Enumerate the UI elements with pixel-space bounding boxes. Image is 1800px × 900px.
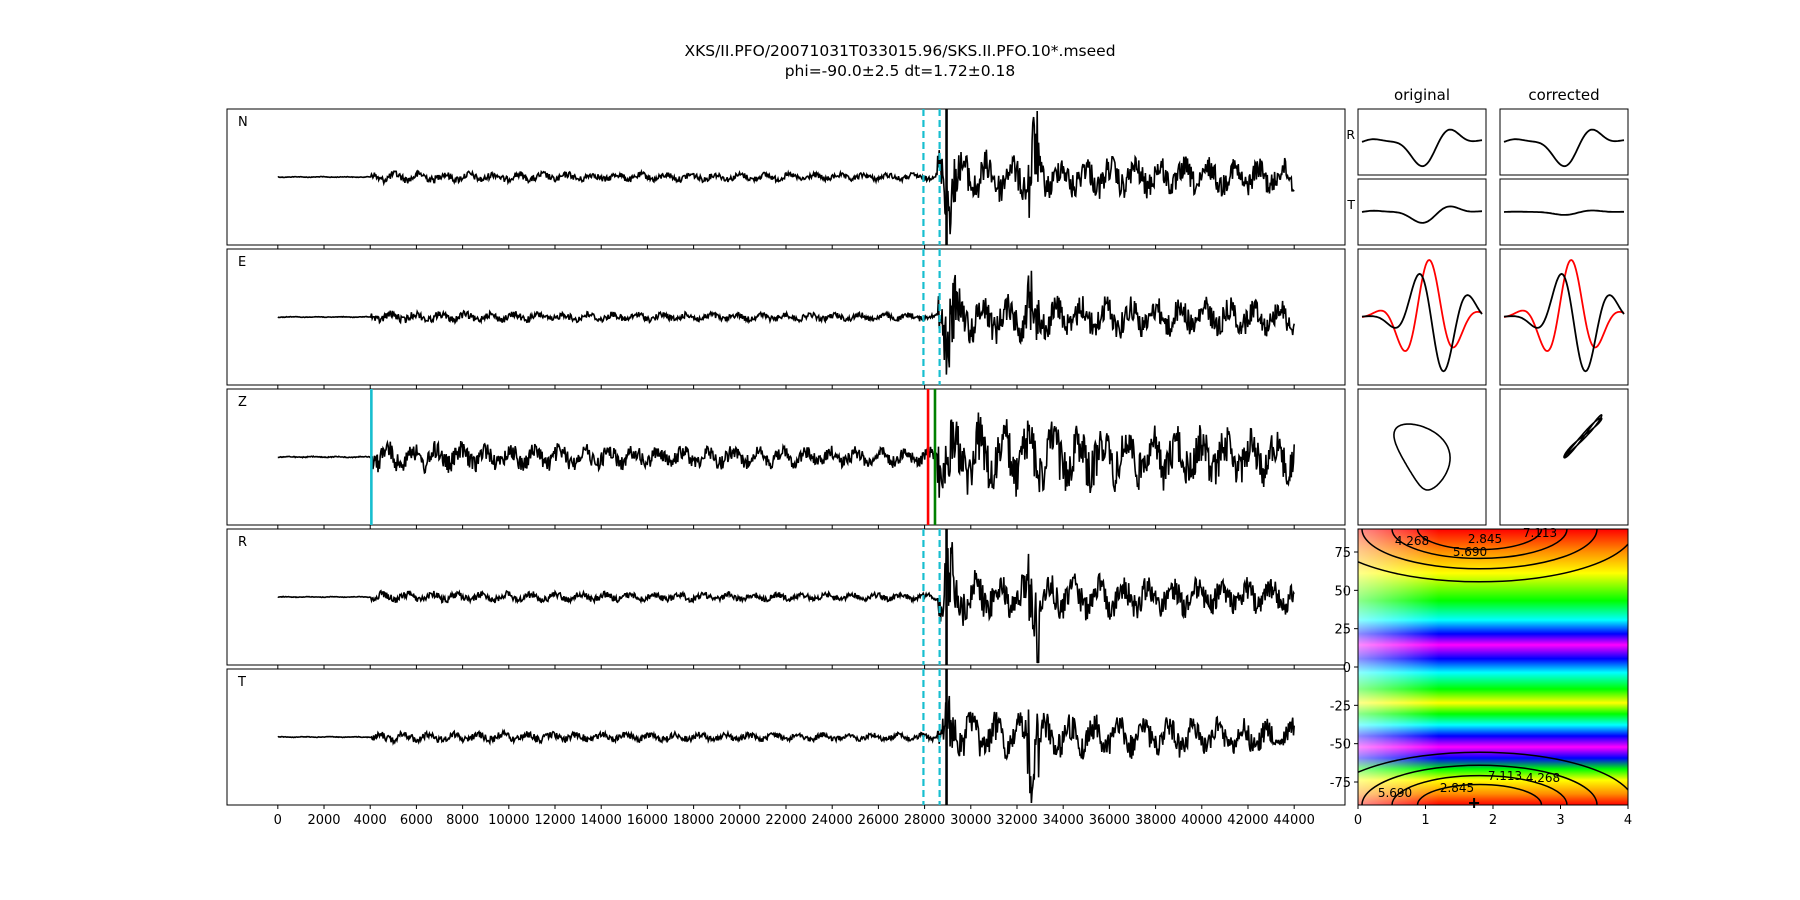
x-tick-label: 36000 xyxy=(1089,813,1130,828)
x-tick-label: 42000 xyxy=(1227,813,1268,828)
particle-panel-corrected-0 xyxy=(1499,108,1629,176)
contour-label: 2.845 xyxy=(1440,781,1474,795)
y-tick-label: -75 xyxy=(1330,776,1351,791)
contour-label: 4.268 xyxy=(1526,771,1560,785)
slow-trace xyxy=(1361,272,1483,373)
panel-label: Z xyxy=(238,395,247,410)
panel-frame xyxy=(1357,178,1487,246)
trace-line xyxy=(277,270,1295,375)
x-tick-label: 8000 xyxy=(446,813,479,828)
x-tick-label: 3 xyxy=(1556,813,1564,828)
x-tick-label: 4000 xyxy=(354,813,387,828)
waveform-panel-r: R xyxy=(226,528,1346,669)
slow-trace xyxy=(1503,272,1625,373)
contour-line xyxy=(1358,542,1628,583)
x-tick-label: 24000 xyxy=(812,813,853,828)
y-tick-label: -50 xyxy=(1330,738,1351,753)
column-title-original: original xyxy=(1394,86,1450,104)
particle-motion-path xyxy=(1563,414,1603,459)
panel-label: E xyxy=(238,255,246,270)
column-title-corrected: corrected xyxy=(1528,86,1599,104)
panel-label: R xyxy=(238,535,247,550)
component-trace xyxy=(1503,128,1625,168)
contour-label: 4.268 xyxy=(1395,534,1429,548)
figure-title: XKS/II.PFO/20071031T033015.96/SKS.II.PFO… xyxy=(684,42,1116,60)
x-tick-label: 16000 xyxy=(627,813,668,828)
y-tick-label: 0 xyxy=(1343,661,1351,676)
row-label-t: T xyxy=(1346,197,1355,212)
contour-label: 5.690 xyxy=(1378,786,1412,800)
trace-line xyxy=(277,412,1295,498)
panel-frame xyxy=(1499,108,1629,176)
contour-label: 7.113 xyxy=(1523,526,1557,540)
y-tick-label: 25 xyxy=(1334,623,1351,638)
x-tick-label: 20000 xyxy=(719,813,760,828)
figure-subtitle: phi=-90.0±2.5 dt=1.72±0.18 xyxy=(784,62,1016,80)
x-tick-label: 1 xyxy=(1421,813,1429,828)
x-tick-label: 22000 xyxy=(765,813,806,828)
component-trace xyxy=(1361,128,1483,168)
trace-line xyxy=(277,110,1295,235)
panel-label: T xyxy=(237,675,246,690)
waveform-panel-n: N xyxy=(226,108,1346,249)
component-trace xyxy=(1361,205,1483,224)
particle-motion-path xyxy=(1393,423,1451,491)
y-tick-label: -25 xyxy=(1330,699,1351,714)
contour-line xyxy=(1416,783,1543,805)
x-tick-label: 18000 xyxy=(673,813,714,828)
panel-frame xyxy=(1357,388,1487,526)
x-tick-label: 26000 xyxy=(858,813,899,828)
x-tick-label: 40000 xyxy=(1181,813,1222,828)
row-label-r: R xyxy=(1346,127,1355,142)
x-tick-label: 0 xyxy=(274,813,282,828)
x-tick-label: 4 xyxy=(1624,813,1632,828)
trace-line xyxy=(277,542,1295,664)
x-tick-label: 2 xyxy=(1489,813,1497,828)
heatmap-shading xyxy=(1358,529,1628,805)
contour-line xyxy=(1358,751,1628,792)
contour-line xyxy=(1361,764,1598,805)
particle-panel-original-3 xyxy=(1357,388,1487,526)
contour-label: 2.845 xyxy=(1468,532,1502,546)
particle-panel-corrected-1 xyxy=(1499,178,1629,246)
panel-frame xyxy=(226,388,1346,526)
contour-label: 7.113 xyxy=(1488,769,1522,783)
y-tick-label: 50 xyxy=(1334,584,1351,599)
particle-panel-original-1 xyxy=(1357,178,1487,246)
best-fit-marker xyxy=(1469,798,1480,808)
particle-panel-original-0 xyxy=(1357,108,1487,176)
trace-line xyxy=(277,695,1295,804)
fast-trace xyxy=(1361,258,1483,353)
particle-panel-corrected-2 xyxy=(1499,248,1629,386)
x-tick-label: 14000 xyxy=(581,813,622,828)
x-tick-label: 44000 xyxy=(1274,813,1315,828)
y-tick-label: 75 xyxy=(1334,546,1351,561)
panel-label: N xyxy=(238,115,248,130)
x-tick-label: 38000 xyxy=(1135,813,1176,828)
x-tick-label: 10000 xyxy=(488,813,529,828)
waveform-panel-e: E xyxy=(226,248,1346,389)
x-tick-label: 28000 xyxy=(904,813,945,828)
waveform-panel-z: Z xyxy=(226,388,1346,529)
particle-panel-original-2 xyxy=(1357,248,1487,386)
fast-trace xyxy=(1503,258,1625,353)
x-tick-label: 6000 xyxy=(400,813,433,828)
x-tick-label: 32000 xyxy=(996,813,1037,828)
particle-panel-corrected-3 xyxy=(1499,388,1629,526)
x-tick-label: 12000 xyxy=(534,813,575,828)
x-tick-label: 34000 xyxy=(1043,813,1084,828)
waveform-panel-t: T xyxy=(226,668,1346,809)
component-trace xyxy=(1503,209,1624,216)
panel-frame xyxy=(1357,108,1487,176)
x-tick-label: 0 xyxy=(1354,813,1362,828)
x-tick-label: 2000 xyxy=(307,813,340,828)
contour-label: 5.690 xyxy=(1453,545,1487,559)
x-tick-label: 30000 xyxy=(950,813,991,828)
